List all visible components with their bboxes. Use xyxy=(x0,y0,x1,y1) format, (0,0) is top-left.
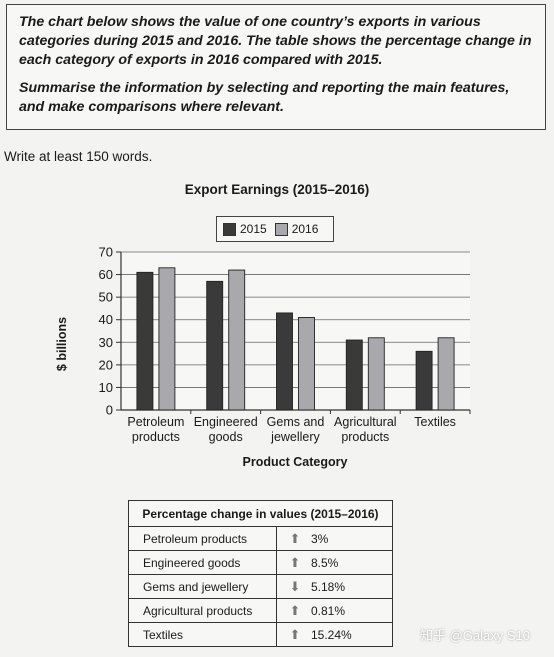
arrow-up-icon: ⬆ xyxy=(289,602,301,618)
table-category-cell: Engineered goods xyxy=(128,550,277,575)
watermark: 知乎 @Galaxy S10 xyxy=(420,628,531,643)
legend-swatch-2015 xyxy=(223,222,236,236)
bar-2015-0 xyxy=(136,271,154,411)
percentage-value: 5.18% xyxy=(311,579,346,594)
legend-item-2016: 2016 xyxy=(274,222,319,236)
y-tick-label: 70 xyxy=(99,245,113,260)
y-tick-label: 10 xyxy=(99,380,113,395)
bar-2016-3 xyxy=(367,337,385,411)
percentage-value: 8.5% xyxy=(311,555,339,570)
x-tick-label: Engineered goods xyxy=(194,415,258,444)
table-category-cell: Textiles xyxy=(128,622,277,647)
bar-2015-3 xyxy=(345,339,363,411)
y-tick-label: 30 xyxy=(99,335,113,350)
percentage-value: 3% xyxy=(311,531,329,546)
x-tick-label: Gems and jewellery xyxy=(267,415,325,444)
plot-area xyxy=(121,252,470,410)
arrow-up-icon: ⬆ xyxy=(289,626,301,642)
table-category-cell: Petroleum products xyxy=(128,526,277,551)
y-tick-label: 0 xyxy=(106,403,113,418)
table-value-cell: ⬆ 3% xyxy=(276,526,393,551)
legend-label-2015: 2015 xyxy=(240,222,267,236)
y-axis-label: $ billions xyxy=(55,316,69,372)
x-axis-label: Product Category xyxy=(242,455,348,469)
word-count-instruction: Write at least 150 words. xyxy=(4,149,153,164)
x-tick-label: Textiles xyxy=(414,415,456,429)
table-title: Percentage change in values (2015–2016) xyxy=(128,500,393,527)
table-row: Engineered goods ⬆ 8.5% xyxy=(128,550,393,575)
arrow-up-icon: ⬆ xyxy=(289,554,301,570)
chart-legend: 2015 2016 xyxy=(216,216,334,242)
table-value-cell: ⬆ 8.5% xyxy=(276,550,393,575)
y-tick-label: 50 xyxy=(99,290,113,305)
table-value-cell: ⬆ 15.24% xyxy=(276,622,393,647)
task-prompt-box: The chart below shows the value of one c… xyxy=(6,4,546,130)
legend-swatch-2016 xyxy=(274,222,288,236)
chart-title: Export Earnings (2015–2016) xyxy=(184,182,370,197)
x-tick-label: Agricultural products xyxy=(334,415,397,444)
y-tick-label: 20 xyxy=(99,357,113,372)
y-tick-label: 40 xyxy=(99,312,113,327)
arrow-down-icon: ⬇ xyxy=(289,578,301,594)
y-tick-label: 60 xyxy=(99,267,113,282)
bar-2015-2 xyxy=(276,312,293,411)
table-value-cell: ⬇ 5.18% xyxy=(276,574,393,599)
bar-2016-1 xyxy=(228,269,246,411)
bar-2015-1 xyxy=(206,280,224,411)
task-paragraph-1: The chart below shows the value of one c… xyxy=(19,14,532,68)
table-row: Agricultural products ⬆ 0.81% xyxy=(128,598,393,623)
table-category-cell: Agricultural products xyxy=(128,598,277,623)
table-row: Textiles ⬆ 15.24% xyxy=(128,622,393,647)
bar-2015-4 xyxy=(415,350,433,411)
percentage-value: 0.81% xyxy=(311,603,346,618)
legend-item-2015: 2015 xyxy=(223,222,267,236)
table-row: Petroleum products ⬆ 3% xyxy=(128,526,393,551)
percentage-value: 15.24% xyxy=(311,627,352,642)
table-row: Gems and jewellery ⬇ 5.18% xyxy=(128,574,393,599)
table-category-cell: Gems and jewellery xyxy=(128,574,277,599)
x-tick-label: Petroleum products xyxy=(127,415,184,444)
legend-label-2016: 2016 xyxy=(291,222,319,236)
task-paragraph-2: Summarise the information by selecting a… xyxy=(19,80,510,115)
bar-2016-4 xyxy=(437,337,455,411)
arrow-up-icon: ⬆ xyxy=(289,530,301,546)
table-value-cell: ⬆ 0.81% xyxy=(276,598,393,623)
percentage-change-table: Percentage change in values (2015–2016) … xyxy=(128,500,393,647)
bar-2016-2 xyxy=(298,317,315,411)
bar-2016-0 xyxy=(158,267,176,411)
bar-chart: 0 10 20 30 40 50 60 70 Petroleum products Engineer… xyxy=(99,245,471,444)
